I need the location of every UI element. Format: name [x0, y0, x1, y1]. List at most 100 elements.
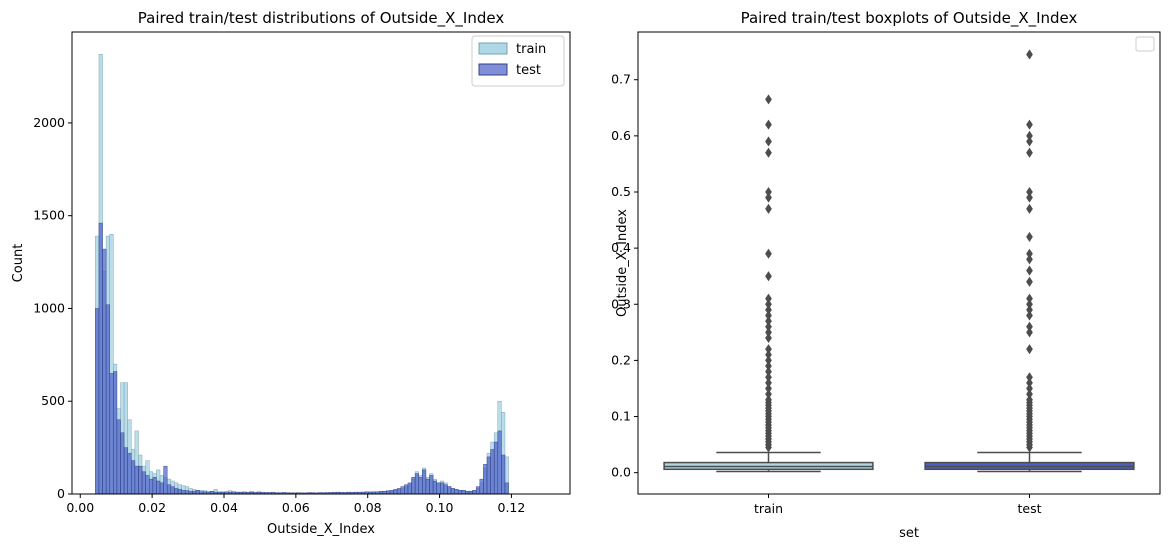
x-tick-label: 0.10 [426, 500, 454, 515]
histogram-panel: Paired train/test distributions of Outsi… [11, 9, 571, 537]
test-outlier [1026, 383, 1033, 394]
histogram-y-label: Count [11, 244, 26, 283]
test-bar [145, 475, 150, 495]
test-bar [475, 486, 481, 495]
y-tick-label: 1500 [33, 208, 65, 223]
test-bar [98, 222, 103, 495]
x-tick-label: 0.04 [210, 500, 238, 515]
train-outlier [765, 271, 772, 282]
train-outlier [765, 203, 772, 214]
test-bar [450, 488, 455, 495]
test-outlier [1026, 389, 1033, 400]
boxplot-boxes [663, 49, 1135, 473]
train-outlier [765, 304, 772, 315]
train-outlier [765, 349, 772, 360]
train-bars [95, 54, 509, 495]
test-outlier [1026, 192, 1033, 203]
x-tick-label: train [754, 501, 783, 516]
test-outlier [1026, 321, 1033, 332]
test-bar [436, 482, 441, 495]
test-bar [174, 488, 179, 495]
train-outlier [765, 372, 772, 383]
histogram-y-ticks: 0 500 1000 1500 2000 [33, 115, 72, 501]
test-bar [407, 482, 412, 495]
test-outlier [1026, 293, 1033, 304]
test-bar [131, 460, 136, 495]
test-outlier [1026, 147, 1033, 158]
legend-train-swatch [478, 42, 508, 55]
train-outlier [765, 192, 772, 203]
train-outlier [765, 299, 772, 310]
test-bar [152, 477, 157, 495]
test-bar [472, 490, 477, 495]
test-bar [120, 432, 125, 495]
x-tick-label: 0.08 [354, 500, 382, 515]
y-tick-label: 1000 [33, 300, 65, 315]
x-tick-label: test [1017, 501, 1041, 516]
test-bar [393, 489, 398, 495]
test-bar [501, 454, 506, 495]
test-bar [159, 482, 164, 495]
test-bar [404, 484, 409, 495]
train-outlier [765, 147, 772, 158]
test-bar [422, 469, 427, 495]
test-bar [425, 478, 430, 495]
test-outlier [1026, 372, 1033, 383]
test-outlier [1026, 265, 1033, 276]
train-outlier [765, 327, 772, 338]
train-outlier [765, 94, 772, 105]
y-tick-label: 0.3 [611, 296, 631, 311]
test-bar [440, 482, 445, 495]
test-bar [461, 490, 466, 495]
x-tick-label: 0.02 [138, 500, 166, 515]
test-outlier [1026, 254, 1033, 265]
train-outlier [765, 186, 772, 198]
boxplot-panel: Paired train/test boxplots of Outside_X_… [611, 9, 1161, 541]
test-bar [414, 473, 419, 495]
train-outlier [765, 360, 772, 372]
train-outlier [765, 366, 772, 377]
histogram-axes-frame [71, 31, 571, 495]
test-bar [134, 465, 139, 495]
test-bar [95, 308, 100, 495]
train-outlier [765, 332, 772, 343]
legend-test-swatch [478, 63, 508, 76]
histogram-x-ticks: 0.00 0.02 0.04 0.06 0.08 0.10 0.12 [66, 494, 525, 515]
test-bar [411, 477, 416, 495]
y-tick-label: 0.0 [611, 465, 631, 480]
train-outlier [765, 344, 772, 355]
test-outlier [1026, 377, 1033, 388]
test-bar [195, 490, 200, 495]
y-tick-label: 0.4 [611, 240, 631, 255]
test-bar [102, 248, 107, 495]
test-outlier [1026, 394, 1033, 405]
test-bar [490, 449, 495, 495]
test-outlier [1026, 299, 1033, 310]
test-bar [156, 480, 161, 495]
boxplot-y-label: Outside_X_Index [615, 209, 630, 317]
boxplot-x-label: set [899, 526, 919, 541]
test-outlier [1026, 186, 1033, 198]
test-bar [486, 456, 491, 495]
train-outlier [765, 321, 772, 332]
test-bar [454, 489, 459, 495]
test-outlier [1026, 276, 1033, 287]
x-tick-label: 0.06 [282, 500, 310, 515]
boxplot-x-ticks: train test [754, 494, 1042, 516]
test-outlier [1026, 136, 1033, 147]
y-tick-label: 0.1 [611, 409, 631, 424]
train-outlier [765, 389, 772, 400]
test-outlier [1026, 49, 1033, 60]
test-outlier [1026, 327, 1033, 338]
test-outlier [1026, 130, 1033, 141]
test-bar [429, 475, 434, 495]
test-outlier [1026, 203, 1033, 214]
test-bar [170, 486, 175, 495]
train-outlier [765, 136, 772, 147]
train-outlier [765, 377, 772, 388]
boxplot-title: Paired train/test boxplots of Outside_X_… [741, 9, 1078, 28]
test-bar [177, 489, 182, 495]
y-tick-label: 2000 [33, 115, 65, 130]
test-bar [389, 490, 394, 495]
